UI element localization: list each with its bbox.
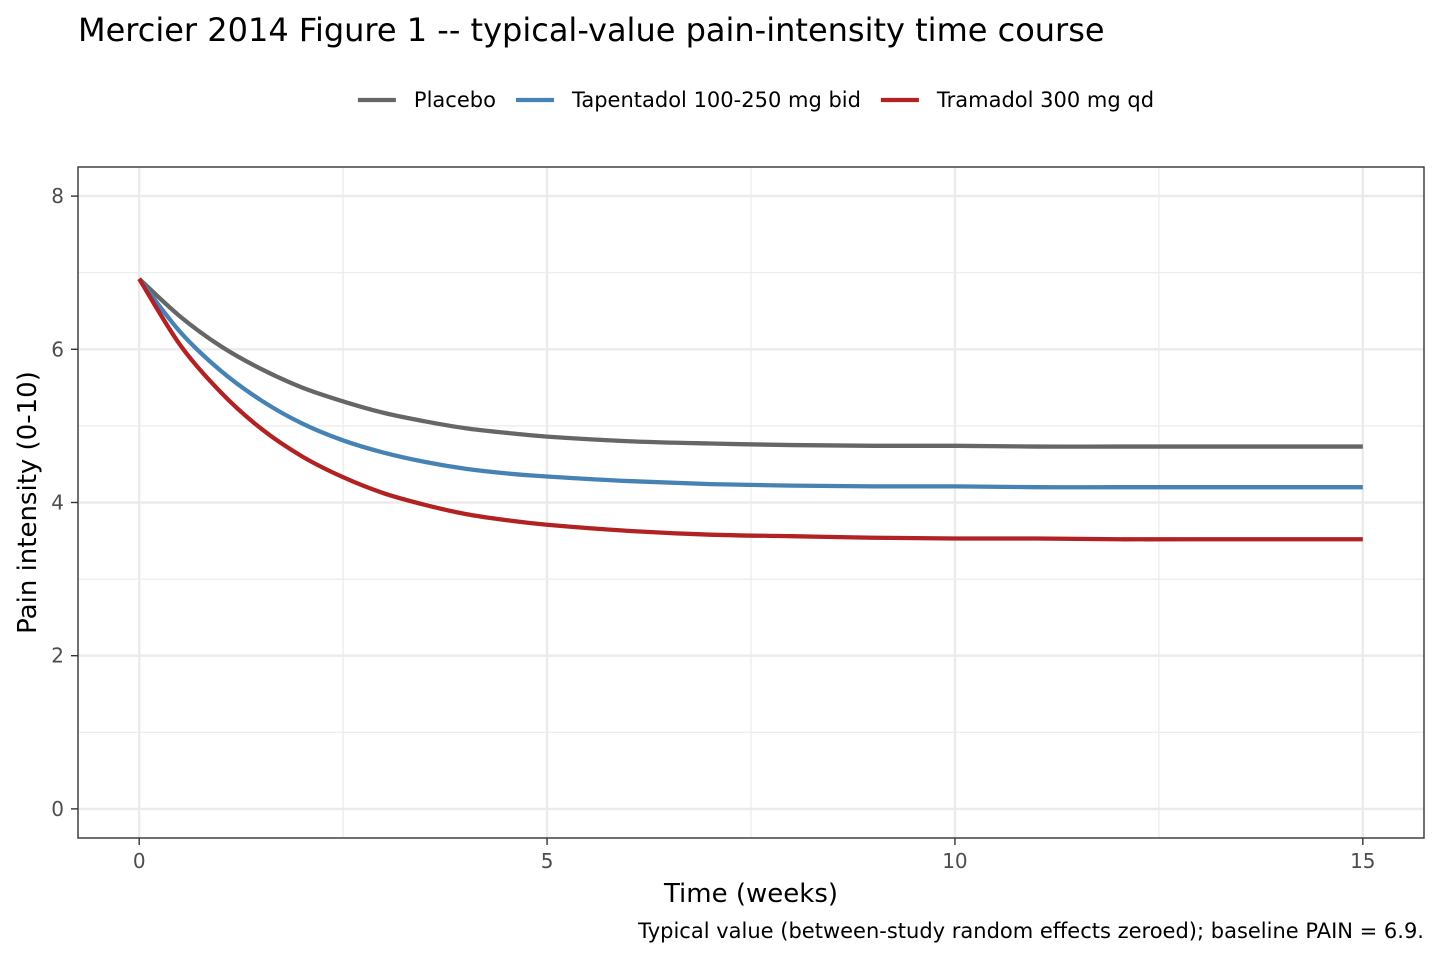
x-axis-title: Time (weeks) (663, 879, 838, 909)
x-tick-label: 15 (1350, 849, 1375, 873)
legend-item-tramadol-300-mg-qd: Tramadol 300 mg qd (880, 88, 1154, 112)
legend-item-tapentadol-100-250-mg-bid: Tapentadol 100-250 mg bid (516, 88, 861, 112)
legend: Placebo Tapentadol 100-250 mg bid Tramadol… (357, 88, 1154, 112)
chart-title: Mercier 2014 Figure 1 -- typical-value p… (78, 11, 1105, 49)
series-line-tramadol-300-mg-qd (137, 277, 1363, 542)
legend-label-placebo: Placebo (414, 88, 496, 112)
y-tick-label: 6 (51, 337, 64, 361)
legend-label-tapentadol-100-250-mg-bid: Tapentadol 100-250 mg bid (571, 88, 861, 112)
legend-label-tramadol-300-mg-qd: Tramadol 300 mg qd (936, 88, 1154, 112)
y-axis-title: Pain intensity (0-10) (13, 371, 43, 634)
x-tick-label: 10 (942, 849, 967, 873)
y-tick-label: 0 (51, 797, 64, 821)
legend-item-placebo: Placebo (357, 88, 496, 112)
y-tick-label: 2 (51, 644, 64, 668)
axis-ticks: 0 5 10 15 0 2 4 6 8 (51, 184, 1375, 873)
series-line-placebo (137, 277, 1363, 449)
major-gridlines (78, 167, 1424, 838)
chart-caption: Typical value (between-study random effe… (638, 919, 1424, 943)
x-tick-label: 5 (541, 849, 554, 873)
y-tick-label: 4 (51, 491, 64, 515)
x-tick-label: 0 (133, 849, 146, 873)
y-tick-label: 8 (51, 184, 64, 208)
series-lines (137, 277, 1363, 542)
series-line-tapentadol-100-250-mg-bid (137, 277, 1363, 490)
minor-gridlines (78, 167, 1424, 838)
